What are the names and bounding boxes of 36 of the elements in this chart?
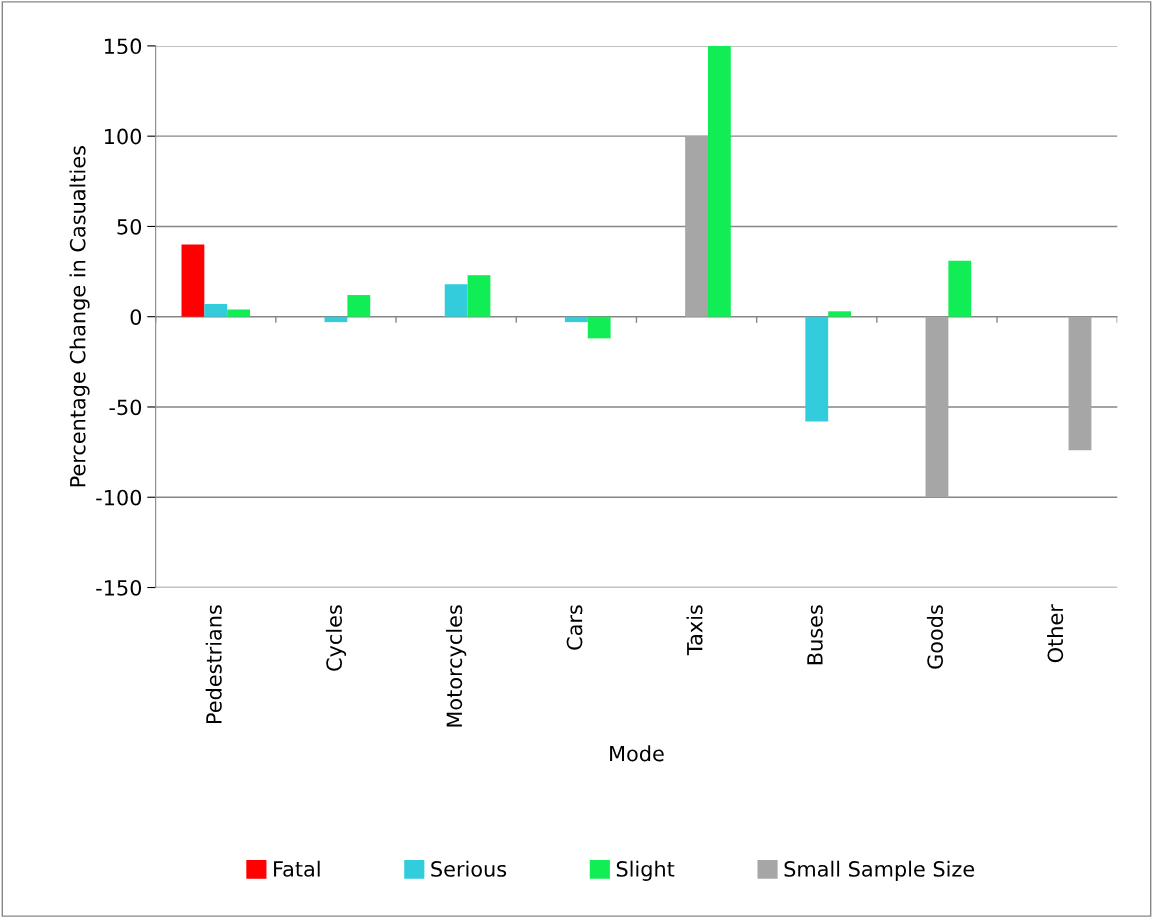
bar xyxy=(467,275,491,317)
legend-label: Serious xyxy=(431,860,507,877)
x-tick-label: Goods xyxy=(926,605,943,669)
bar xyxy=(828,311,852,317)
bar xyxy=(347,295,371,317)
legend-label: Fatal xyxy=(274,860,320,877)
legend-label: Slight xyxy=(616,860,675,881)
x-tick-label: Pedestrians xyxy=(205,605,222,724)
bar xyxy=(564,316,588,323)
y-tick-label: -100 xyxy=(96,489,142,506)
bar xyxy=(1068,316,1092,451)
bar xyxy=(227,309,251,317)
bar xyxy=(444,284,468,317)
y-tick-label: -150 xyxy=(96,579,142,596)
y-axis-title: Percentage Change in Casualties xyxy=(69,146,90,487)
x-tick-label: Other xyxy=(1047,604,1064,663)
x-tick-label: Motorcycles xyxy=(446,605,467,727)
bar xyxy=(707,45,731,317)
bar xyxy=(204,304,228,317)
x-axis-title: Mode xyxy=(610,745,664,762)
x-tick-label: Cycles xyxy=(325,605,347,671)
legend-label: Small Sample Size xyxy=(784,860,975,881)
y-tick-label: 150 xyxy=(104,38,142,55)
y-tick-label: 0 xyxy=(130,309,142,325)
y-tick-label: 100 xyxy=(104,128,142,145)
y-tick-label: 50 xyxy=(117,218,142,235)
bar xyxy=(925,316,949,498)
bar xyxy=(587,316,611,339)
y-tick-label: -50 xyxy=(109,399,142,416)
bar xyxy=(685,136,708,317)
bar xyxy=(805,316,829,422)
x-tick-label: Taxis xyxy=(686,605,703,656)
bar xyxy=(181,244,205,317)
bar xyxy=(948,260,972,317)
x-tick-label: Cars xyxy=(566,605,583,650)
x-tick-label: Buses xyxy=(807,605,823,665)
